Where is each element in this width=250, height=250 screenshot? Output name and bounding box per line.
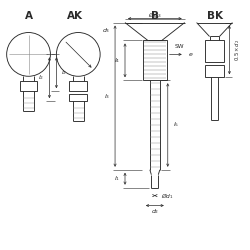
Text: AK: AK — [67, 10, 83, 20]
Text: $Ød_3$: $Ød_3$ — [148, 10, 162, 20]
Bar — [69, 81, 87, 91]
Text: $d_3$: $d_3$ — [102, 26, 110, 35]
Text: $l_5$: $l_5$ — [173, 120, 179, 130]
Text: $l_2$: $l_2$ — [61, 68, 68, 77]
Text: $Ød_1$: $Ød_1$ — [161, 191, 174, 200]
Bar — [69, 94, 87, 101]
Text: B: B — [151, 10, 159, 20]
Text: $l_2$: $l_2$ — [38, 73, 44, 82]
Bar — [143, 40, 167, 80]
Text: $l_3$: $l_3$ — [104, 92, 110, 100]
Text: $l_4$: $l_4$ — [114, 56, 120, 65]
Text: BK: BK — [206, 10, 222, 20]
Text: $d_2$: $d_2$ — [151, 207, 159, 216]
Text: $0.5 \times d_2$: $0.5 \times d_2$ — [234, 39, 242, 61]
Bar — [204, 40, 225, 62]
Text: SW: SW — [175, 44, 184, 49]
Text: A: A — [24, 10, 32, 20]
Bar — [20, 81, 38, 91]
Text: $l_1$: $l_1$ — [114, 174, 120, 183]
Bar — [204, 65, 225, 77]
Text: e: e — [189, 52, 192, 57]
